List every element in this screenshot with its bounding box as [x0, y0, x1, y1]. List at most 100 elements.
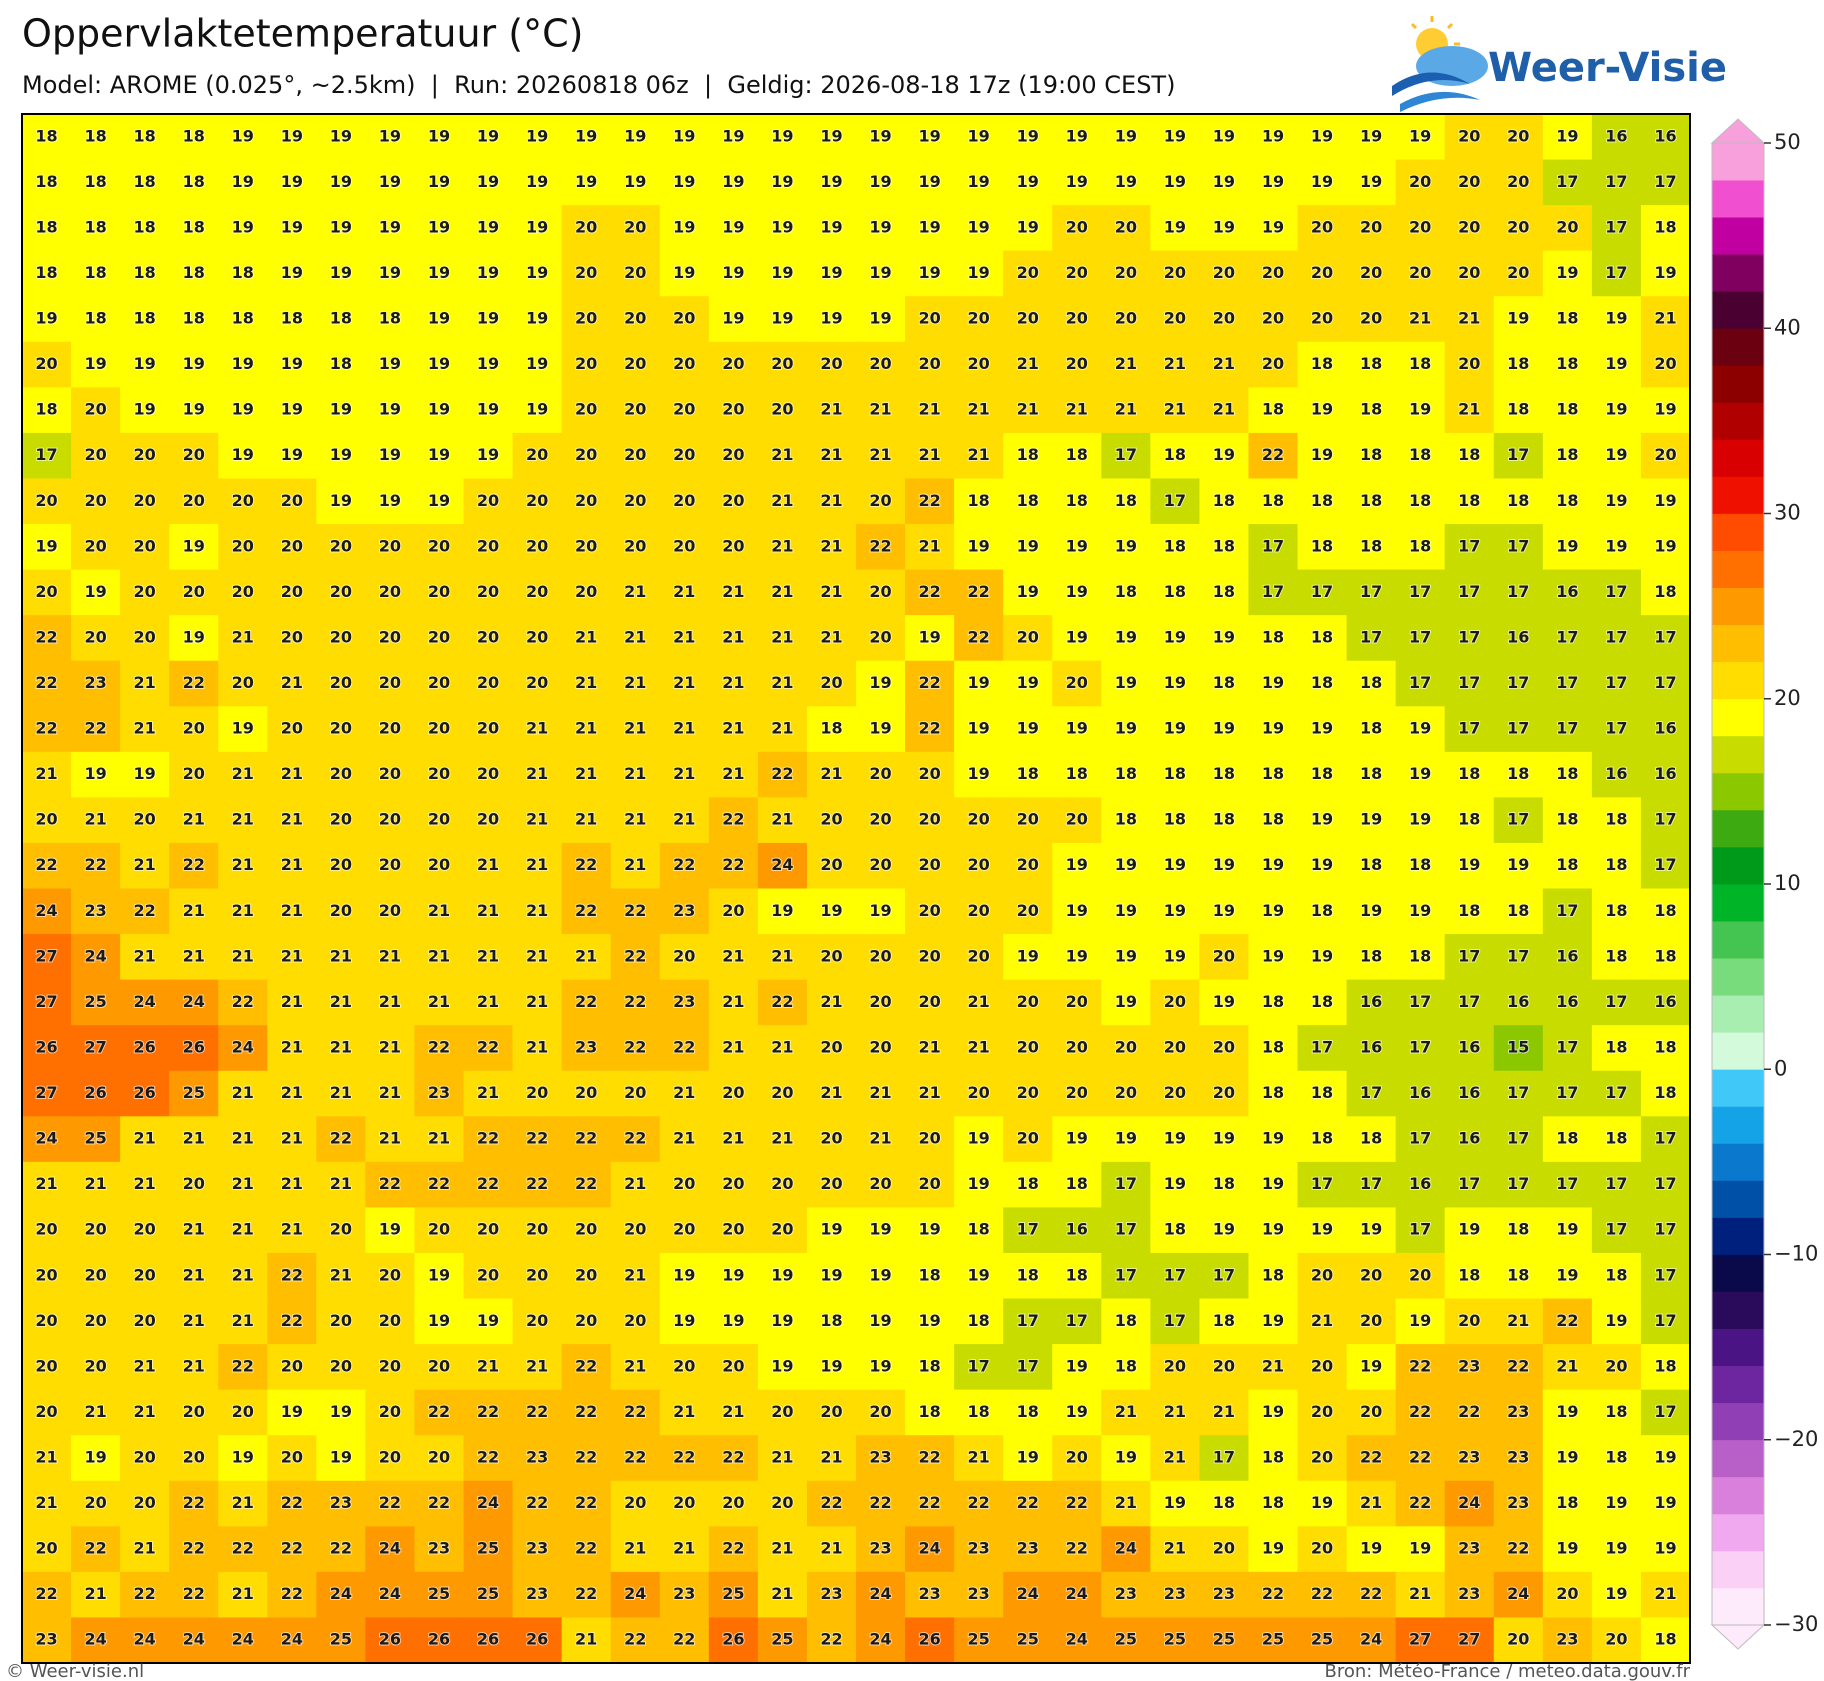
- temperature-label: 18: [1556, 855, 1578, 874]
- temperature-label: 19: [330, 263, 352, 282]
- temperature-cell: [22, 569, 72, 616]
- temperature-cell: [169, 159, 219, 206]
- colorbar-segment: [1712, 1328, 1764, 1367]
- temperature-label: 21: [1213, 354, 1235, 373]
- temperature-label: 21: [771, 627, 793, 646]
- temperature-label: 26: [134, 1037, 156, 1056]
- temperature-label: 19: [1654, 1493, 1676, 1512]
- temperature-cell: [856, 797, 906, 844]
- temperature-label: 21: [477, 992, 499, 1011]
- temperature-cell: [316, 1161, 366, 1208]
- temperature-label: 19: [1458, 1220, 1480, 1239]
- temperature-cell: [905, 660, 955, 707]
- temperature-label: 18: [1262, 1493, 1284, 1512]
- temperature-cell: [1003, 524, 1053, 571]
- temperature-label: 22: [575, 1539, 597, 1558]
- temperature-label: 19: [1066, 627, 1088, 646]
- temperature-label: 20: [477, 673, 499, 692]
- temperature-cell: [512, 1252, 563, 1300]
- temperature-cell: [1542, 797, 1593, 844]
- temperature-cell: [1150, 1435, 1200, 1482]
- title: Oppervlaktetemperatuur (°C): [22, 12, 583, 56]
- temperature-label: 20: [1409, 1265, 1431, 1284]
- temperature-cell: [1591, 250, 1642, 297]
- temperature-label: 27: [35, 946, 57, 965]
- temperature-cell: [905, 1070, 955, 1117]
- colorbar-segment: [1712, 1291, 1764, 1329]
- temperature-label: 19: [1556, 1539, 1578, 1558]
- temperature-label: 20: [183, 719, 205, 738]
- temperature-cell: [1101, 660, 1151, 707]
- temperature-cell: [267, 1298, 317, 1345]
- temperature-label: 18: [1409, 491, 1431, 510]
- temperature-cell: [71, 979, 121, 1026]
- temperature-cell: [610, 615, 661, 662]
- temperature-cell: [1640, 1389, 1691, 1436]
- temperature-label: 20: [1017, 263, 1039, 282]
- temperature-cell: [1542, 1435, 1593, 1482]
- temperature-cell: [22, 1480, 72, 1527]
- temperature-cell: [120, 1252, 170, 1300]
- temperature-cell: [1542, 341, 1593, 388]
- temperature-label: 19: [1213, 992, 1235, 1011]
- temperature-cell: [610, 1070, 661, 1117]
- temperature-label: 20: [1017, 627, 1039, 646]
- temperature-cell: [1199, 934, 1249, 981]
- temperature-label: 19: [771, 309, 793, 328]
- temperature-cell: [856, 569, 906, 616]
- colorbar-segment: [1712, 698, 1764, 737]
- temperature-label: 18: [1654, 901, 1676, 920]
- temperature-label: 20: [330, 901, 352, 920]
- temperature-label: 19: [1654, 400, 1676, 419]
- temperature-cell: [610, 706, 661, 753]
- temperature-cell: [1150, 432, 1200, 479]
- temperature-cell: [1346, 979, 1397, 1026]
- temperature-cell: [1591, 159, 1642, 206]
- temperature-cell: [316, 842, 366, 889]
- temperature-cell: [1248, 1344, 1299, 1391]
- temperature-label: 20: [526, 536, 548, 555]
- temperature-label: 17: [1409, 1129, 1431, 1148]
- temperature-cell: [267, 797, 317, 844]
- temperature-cell: [757, 432, 808, 479]
- temperature-cell: [1297, 159, 1348, 206]
- temperature-cell: [1101, 1526, 1151, 1573]
- temperature-cell: [463, 1435, 514, 1482]
- temperature-label: 16: [1458, 1129, 1480, 1148]
- temperature-cell: [120, 888, 170, 935]
- temperature-cell: [954, 296, 1004, 343]
- temperature-label: 19: [330, 491, 352, 510]
- temperature-label: 21: [281, 673, 303, 692]
- temperature-label: 20: [820, 810, 842, 829]
- temperature-label: 25: [771, 1630, 793, 1649]
- temperature-label: 21: [183, 1265, 205, 1284]
- temperature-cell: [954, 1298, 1004, 1345]
- temperature-cell: [1297, 250, 1348, 297]
- temperature-label: 18: [183, 217, 205, 236]
- temperature-label: 22: [575, 1356, 597, 1375]
- temperature-label: 24: [183, 992, 205, 1011]
- temperature-cell: [71, 751, 121, 798]
- temperature-label: 22: [477, 1129, 499, 1148]
- temperature-cell: [708, 478, 759, 525]
- temperature-cell: [708, 159, 759, 206]
- temperature-cell: [71, 1116, 121, 1163]
- temperature-label: 22: [575, 1402, 597, 1421]
- temperature-label: 21: [134, 1174, 156, 1193]
- temperature-cell: [954, 797, 1004, 844]
- temperature-label: 20: [1017, 855, 1039, 874]
- temperature-label: 20: [1066, 1447, 1088, 1466]
- temperature-cell: [659, 114, 710, 161]
- temperature-cell: [414, 751, 465, 798]
- temperature-label: 20: [575, 400, 597, 419]
- temperature-label: 20: [232, 582, 254, 601]
- temperature-label: 18: [1311, 992, 1333, 1011]
- temperature-cell: [1640, 1207, 1691, 1254]
- temperature-label: 17: [1654, 1220, 1676, 1239]
- temperature-cell: [512, 114, 563, 161]
- temperature-cell: [561, 1344, 612, 1391]
- temperature-label: 22: [428, 1174, 450, 1193]
- temperature-label: 19: [771, 1311, 793, 1330]
- temperature-label: 22: [624, 1402, 646, 1421]
- temperature-cell: [22, 1435, 72, 1482]
